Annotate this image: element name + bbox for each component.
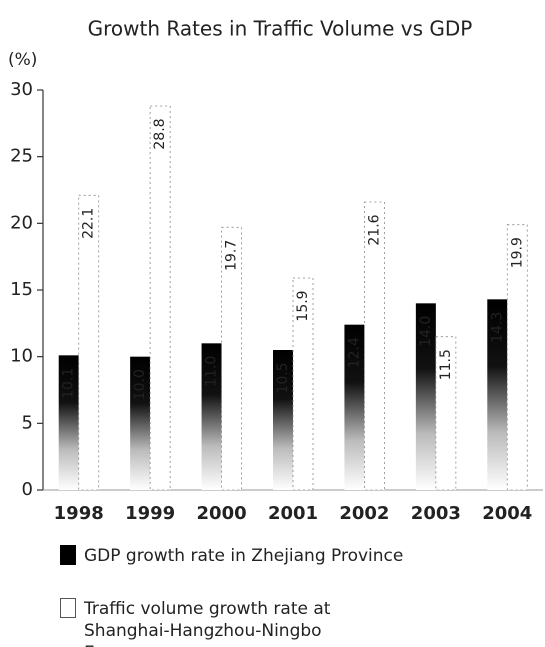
value-label: 15.9	[295, 290, 311, 321]
gdp-bar	[344, 324, 365, 490]
value-label: 19.9	[509, 237, 525, 268]
legend-item: GDP growth rate in Zhejiang Province	[60, 545, 414, 567]
traffic-bar	[149, 105, 171, 491]
x-tick-label: 1999	[125, 503, 175, 524]
traffic-bar	[292, 277, 314, 491]
traffic-bar	[221, 226, 242, 491]
value-label: 10.0	[132, 369, 148, 400]
value-label: 19.7	[224, 240, 240, 271]
legend-swatch	[60, 545, 76, 565]
x-tick-label: 2000	[197, 503, 247, 524]
y-axis-label: (%)	[8, 50, 37, 70]
x-tick-label: 2002	[339, 503, 389, 524]
value-label: 14.3	[489, 312, 505, 343]
gdp-bar	[130, 356, 151, 490]
gdp-bar	[487, 299, 508, 490]
gdp-bar	[58, 355, 79, 490]
traffic-bar	[364, 201, 385, 491]
value-label: 12.4	[346, 337, 362, 368]
x-tick-label: 2004	[482, 503, 532, 524]
y-tick-label: 30	[10, 79, 33, 100]
x-tick-label: 2001	[268, 503, 318, 524]
y-tick-label: 20	[10, 212, 33, 233]
x-tick-label: 1998	[54, 503, 104, 524]
traffic-bar	[78, 194, 100, 491]
y-tick-label: 0	[22, 479, 33, 500]
chart-title: Growth Rates in Traffic Volume vs GDP	[88, 17, 473, 41]
legend-item: Traffic volume growth rate at Shanghai-H…	[60, 598, 414, 647]
gdp-bar	[415, 303, 436, 490]
traffic-bar	[435, 336, 457, 491]
traffic-bar	[506, 224, 528, 491]
value-label: 10.1	[61, 368, 77, 399]
value-label: 10.5	[275, 362, 291, 393]
legend-label: Traffic volume growth rate at Shanghai-H…	[84, 599, 331, 647]
x-tick-label: 2003	[411, 503, 461, 524]
y-tick-label: 25	[10, 146, 33, 167]
value-label: 28.8	[152, 118, 168, 149]
y-tick-label: 5	[22, 412, 33, 433]
gdp-bar	[201, 343, 222, 490]
y-tick-label: 15	[10, 279, 33, 300]
legend-label: GDP growth rate in Zhejiang Province	[84, 546, 404, 566]
value-label: 22.1	[81, 208, 97, 239]
value-label: 11.5	[438, 349, 454, 380]
gdp-bar	[273, 350, 293, 490]
y-tick-label: 10	[10, 346, 33, 367]
value-label: 11.0	[204, 356, 220, 387]
legend-swatch	[60, 598, 76, 618]
value-label: 14.0	[418, 316, 434, 347]
value-label: 21.6	[366, 214, 382, 245]
